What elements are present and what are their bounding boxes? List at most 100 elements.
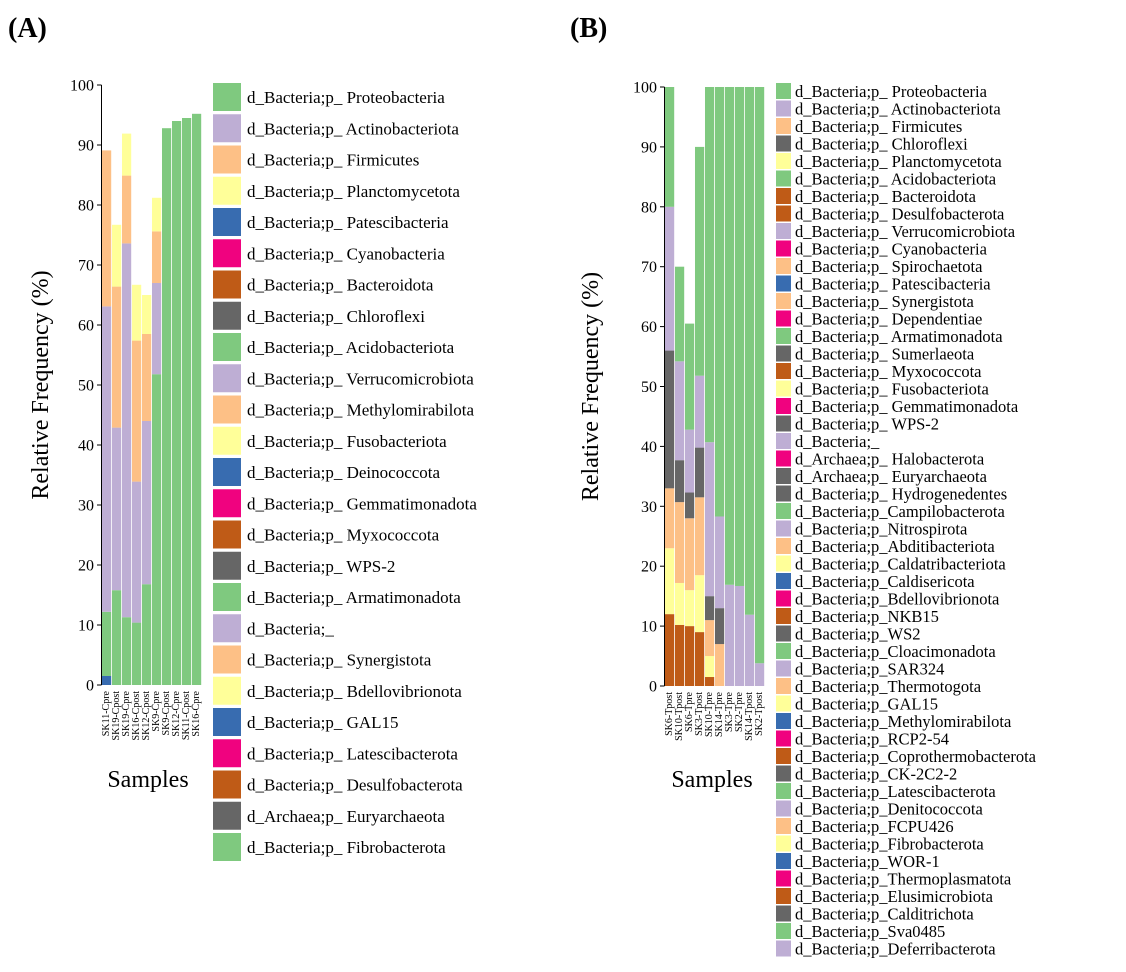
bar-segment bbox=[715, 608, 725, 645]
bar-segment bbox=[685, 492, 695, 519]
y-tick-label: 0 bbox=[649, 679, 657, 696]
bar-segment bbox=[675, 624, 685, 686]
legend-label: d_Bacteria;p_ Chloroflexi bbox=[795, 135, 968, 154]
bar-segment bbox=[715, 516, 725, 609]
legend-swatch bbox=[213, 426, 241, 455]
legend-label: d_Archaea;p_ Euryarchaeota bbox=[247, 807, 445, 826]
legend-swatch bbox=[776, 328, 791, 344]
bar-segment bbox=[142, 421, 152, 585]
sample-label: SK12-Cpre bbox=[171, 690, 182, 736]
y-tick-label: 30 bbox=[78, 498, 94, 515]
bar-segment bbox=[102, 676, 112, 685]
y-tick-label: 30 bbox=[641, 499, 657, 516]
bar-segment bbox=[725, 87, 735, 585]
bar-segment bbox=[162, 128, 172, 685]
legend-label: d_Archaea;p_ Halobacterota bbox=[795, 450, 985, 469]
y-tick-label: 50 bbox=[641, 379, 657, 396]
legend-label: d_Bacteria;p_ Synergistota bbox=[247, 651, 432, 670]
legend-swatch bbox=[776, 870, 791, 887]
legend-swatch bbox=[776, 590, 791, 607]
legend-label: d_Bacteria;p_ Chloroflexi bbox=[247, 307, 425, 326]
bar-segment bbox=[675, 266, 685, 362]
legend-swatch bbox=[776, 905, 791, 922]
y-axis-title: Relative Frequency (%) bbox=[28, 270, 54, 499]
legend-label: d_Bacteria;p_Caldisericota bbox=[795, 572, 975, 591]
legend-swatch bbox=[776, 118, 791, 134]
legend-swatch bbox=[776, 538, 791, 554]
legend-swatch bbox=[776, 818, 791, 834]
bar-segment bbox=[132, 622, 142, 685]
legend-label: d_Bacteria;p_SAR324 bbox=[795, 660, 944, 679]
bar-segment bbox=[142, 295, 152, 334]
bar-segment bbox=[132, 481, 142, 623]
legend-swatch bbox=[776, 800, 791, 817]
legend-label: d_Bacteria;p_RCP2-54 bbox=[795, 730, 949, 749]
bar-segment bbox=[122, 617, 132, 685]
legend-swatch bbox=[776, 888, 791, 904]
legend-label: d_Bacteria;p_ Proteobacteria bbox=[795, 82, 988, 101]
sample-label: SK3-Tpost bbox=[694, 692, 705, 736]
legend-swatch bbox=[776, 695, 791, 712]
legend: d_Bacteria;p_ Proteobacteriad_Bacteria;p… bbox=[213, 83, 477, 861]
bar-segment bbox=[152, 231, 162, 283]
legend-swatch bbox=[776, 205, 791, 222]
x-axis-title: Samples bbox=[107, 767, 188, 793]
panel-a: (A) SK11-Cpre SK19-Cpost SK19-Cpre SK16-Cpos… bbox=[8, 13, 477, 861]
legend: d_Bacteria;p_ Proteobacteria d_Bacteria;p… bbox=[776, 82, 1037, 959]
legend-swatch bbox=[776, 380, 791, 397]
legend-label: d_Bacteria;p_ Fusobacteriota bbox=[795, 380, 989, 399]
legend-label: d_Bacteria;p_Bdellovibrionota bbox=[795, 590, 1000, 609]
legend-swatch bbox=[776, 223, 791, 239]
legend-label: d_Bacteria;p_Elusimicrobiota bbox=[795, 887, 994, 906]
bar-segment bbox=[102, 611, 112, 676]
legend-label: d_Bacteria;p_ Cyanobacteria bbox=[795, 240, 988, 259]
legend-label: d_Bacteria;p_ Bacteroidota bbox=[795, 187, 977, 206]
legend-label: d_Bacteria;p_Nitrospirota bbox=[795, 520, 968, 539]
y-tick-label: 80 bbox=[641, 199, 657, 216]
legend-swatch bbox=[213, 114, 241, 143]
legend-label: d_Bacteria;p_ Firmicutes bbox=[795, 117, 962, 136]
sample-label: SK14-Tpost bbox=[744, 692, 755, 741]
legend-label: d_Bacteria;p_ Actinobacteriota bbox=[247, 119, 459, 138]
legend-label: d_Bacteria;p_Denitococcota bbox=[795, 800, 984, 819]
legend-swatch bbox=[213, 208, 241, 236]
legend-swatch bbox=[776, 835, 791, 852]
legend-swatch bbox=[776, 748, 791, 764]
sample-label: SK9-Cpost bbox=[161, 691, 172, 736]
bar-segment bbox=[695, 146, 705, 376]
bar-segment bbox=[132, 284, 142, 341]
bar-segment bbox=[152, 283, 162, 375]
bar-segment bbox=[685, 323, 695, 430]
legend-label: d_Bacteria;p_ Dependentiae bbox=[795, 310, 982, 329]
bar-segment bbox=[725, 584, 735, 686]
legend-swatch bbox=[776, 608, 791, 624]
legend-label: d_Bacteria;p_ Patescibacteria bbox=[795, 275, 991, 294]
bar-segment bbox=[695, 632, 705, 686]
legend-swatch bbox=[213, 583, 241, 611]
bar-segment bbox=[675, 361, 685, 461]
legend-label: d_Bacteria;p_ Armatimonadota bbox=[795, 327, 1003, 346]
sample-label: SK2-Tpre bbox=[734, 691, 745, 732]
legend-label: d_Bacteria;p_Fibrobacterota bbox=[795, 835, 984, 854]
sample-label: SK11-Cpost bbox=[181, 691, 192, 740]
sample-label: SK16-Cpost bbox=[131, 691, 142, 741]
y-tick-label: 10 bbox=[78, 618, 94, 635]
sample-label: SK6-Tpre bbox=[684, 691, 695, 732]
sample-label: SK10-Tpre bbox=[704, 691, 715, 737]
legend-swatch bbox=[213, 801, 241, 830]
legend-swatch bbox=[213, 270, 241, 299]
sample-label: SK9-Cpre bbox=[151, 690, 162, 731]
legend-label: d_Bacteria;p_ Gemmatimonadota bbox=[247, 494, 477, 513]
bar-segment bbox=[122, 133, 132, 176]
legend-label: d_Bacteria;p_Methylomirabilota bbox=[795, 712, 1012, 731]
legend-label: d_Bacteria;p_Campilobacterota bbox=[795, 502, 1006, 521]
legend-swatch bbox=[213, 333, 241, 361]
bar-segment bbox=[705, 87, 715, 443]
legend-swatch bbox=[776, 573, 791, 589]
panel-label: (B) bbox=[570, 13, 607, 44]
legend-swatch bbox=[776, 188, 791, 204]
legend-swatch bbox=[776, 503, 791, 519]
sample-label: SK11-Cpre bbox=[101, 690, 112, 736]
legend-swatch bbox=[213, 364, 241, 393]
legend-swatch bbox=[213, 145, 241, 174]
